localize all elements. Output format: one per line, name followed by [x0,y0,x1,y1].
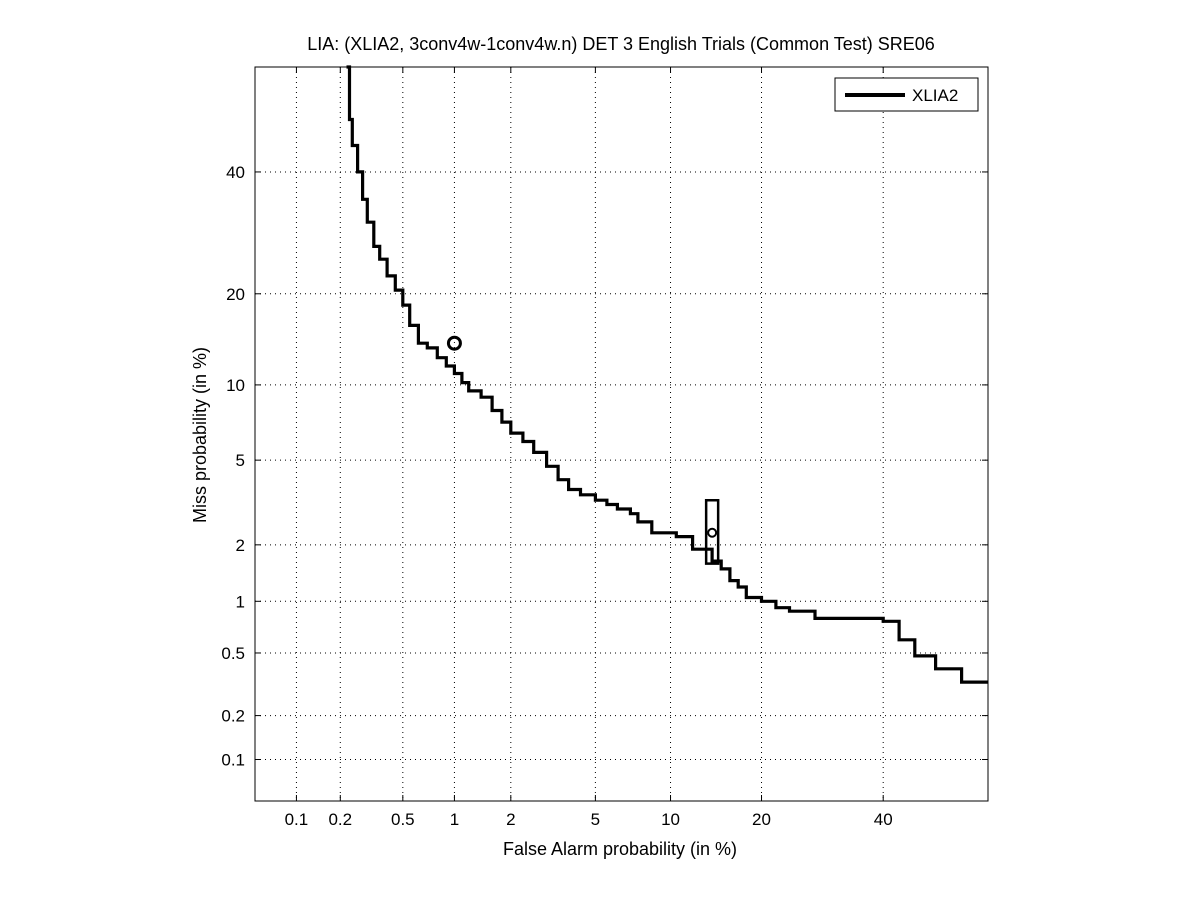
x-tick-label: 5 [591,810,600,829]
min-dcf-marker [446,335,462,351]
y-tick-label: 40 [226,163,245,182]
y-tick-label: 10 [226,376,245,395]
y-tick-label: 0.5 [221,644,245,663]
x-tick-label: 0.5 [391,810,415,829]
actual-decision-marker [707,527,718,538]
grid [255,67,988,801]
y-axis: 0.1 0.2 0.5 1 2 5 10 20 40 [221,163,988,770]
x-tick-label: 20 [752,810,771,829]
x-axis: 0.1 0.2 0.5 1 2 5 10 20 40 [285,67,893,829]
y-tick-label: 5 [236,451,245,470]
y-tick-label: 20 [226,285,245,304]
y-axis-title: Miss probability (in %) [190,347,210,523]
y-tick-label: 0.2 [221,707,245,726]
x-tick-label: 2 [506,810,515,829]
x-tick-label: 0.1 [285,810,309,829]
y-tick-label: 2 [236,536,245,555]
series-line-xlia2 [346,65,988,684]
x-tick-label: 1 [450,810,459,829]
x-axis-title: False Alarm probability (in %) [503,839,737,859]
marker-layer [446,335,720,565]
legend-label-xlia2: XLIA2 [912,86,958,105]
confidence-box [704,498,720,565]
legend: XLIA2 [834,77,979,112]
x-tick-label: 40 [874,810,893,829]
chart-title: LIA: (XLIA2, 3conv4w-1conv4w.n) DET 3 En… [307,34,935,54]
x-tick-label: 0.2 [328,810,352,829]
plot-frame [254,66,989,802]
series-layer [346,65,988,684]
y-tick-label: 1 [236,592,245,611]
x-tick-label: 10 [661,810,680,829]
y-tick-label: 0.1 [221,751,245,770]
